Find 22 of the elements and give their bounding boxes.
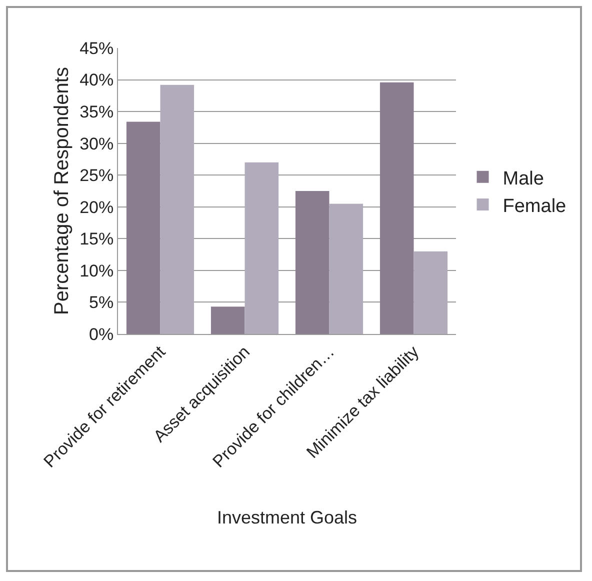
y-axis-title: Percentage of Respondents <box>51 67 73 315</box>
bar <box>380 82 414 334</box>
y-tick-label: 20% <box>80 198 114 217</box>
legend-label: Male <box>502 168 544 190</box>
y-tick-label: 45% <box>80 38 114 58</box>
bar <box>126 122 160 334</box>
y-tick-label: 30% <box>80 134 114 154</box>
y-tick-label: 5% <box>89 293 114 312</box>
bar <box>210 306 245 334</box>
bar <box>244 162 279 334</box>
y-tick-label: 35% <box>80 102 114 122</box>
bar <box>160 84 194 334</box>
y-tick-label: 15% <box>80 230 114 249</box>
y-tick-label: 0% <box>89 324 114 344</box>
x-axis-title: Investment Goals <box>216 507 358 528</box>
bar <box>414 251 448 334</box>
bar <box>295 191 330 334</box>
legend-label: Female <box>502 196 566 217</box>
y-tick-label: 40% <box>80 70 114 90</box>
bar <box>329 204 364 334</box>
y-tick-label: 25% <box>80 166 114 186</box>
y-tick-label: 10% <box>80 261 114 280</box>
